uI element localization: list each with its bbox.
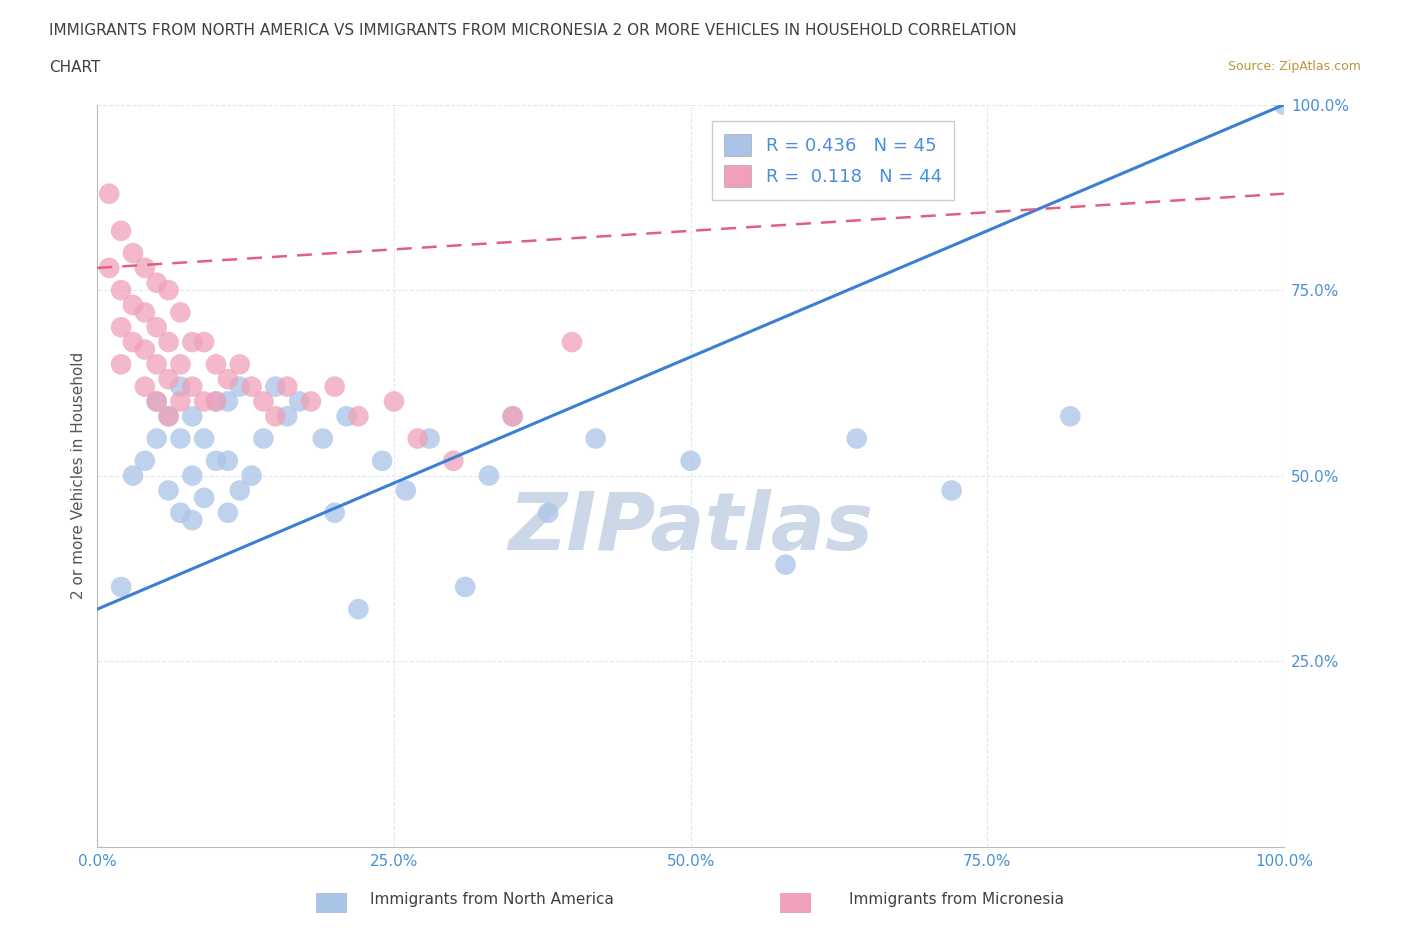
Point bbox=[122, 335, 145, 350]
Point bbox=[157, 483, 180, 498]
Point bbox=[181, 335, 204, 350]
Point bbox=[454, 579, 477, 594]
Point bbox=[145, 320, 167, 335]
Point bbox=[264, 409, 287, 424]
Point bbox=[395, 483, 418, 498]
Point bbox=[229, 357, 252, 372]
Point bbox=[252, 394, 274, 409]
Point bbox=[323, 505, 346, 520]
Point bbox=[145, 394, 167, 409]
Point bbox=[371, 453, 394, 468]
Point bbox=[312, 432, 335, 446]
Point bbox=[347, 409, 370, 424]
Point bbox=[276, 409, 298, 424]
Point bbox=[122, 298, 145, 312]
Point bbox=[382, 394, 405, 409]
Point bbox=[264, 379, 287, 394]
Point bbox=[205, 394, 228, 409]
Point bbox=[585, 432, 607, 446]
Point bbox=[157, 409, 180, 424]
Point bbox=[205, 453, 228, 468]
Text: CHART: CHART bbox=[49, 60, 101, 75]
Text: Immigrants from Micronesia: Immigrants from Micronesia bbox=[849, 892, 1063, 907]
Point bbox=[134, 260, 156, 275]
Point bbox=[157, 409, 180, 424]
Point bbox=[229, 483, 252, 498]
Point bbox=[169, 432, 191, 446]
Point bbox=[169, 379, 191, 394]
Point bbox=[181, 379, 204, 394]
Point bbox=[240, 468, 263, 483]
Point bbox=[110, 223, 132, 238]
Point bbox=[169, 505, 191, 520]
Point bbox=[169, 357, 191, 372]
Point bbox=[145, 432, 167, 446]
Point bbox=[205, 394, 228, 409]
Point bbox=[205, 357, 228, 372]
Point bbox=[335, 409, 357, 424]
Text: Source: ZipAtlas.com: Source: ZipAtlas.com bbox=[1227, 60, 1361, 73]
Point bbox=[419, 432, 441, 446]
Point bbox=[122, 246, 145, 260]
Point bbox=[1272, 98, 1295, 113]
Y-axis label: 2 or more Vehicles in Household: 2 or more Vehicles in Household bbox=[72, 352, 86, 599]
Point bbox=[193, 432, 215, 446]
Point bbox=[941, 483, 963, 498]
Point bbox=[217, 505, 239, 520]
Point bbox=[288, 394, 311, 409]
Point bbox=[193, 394, 215, 409]
Point bbox=[134, 379, 156, 394]
Point bbox=[323, 379, 346, 394]
Point bbox=[775, 557, 797, 572]
Point bbox=[145, 275, 167, 290]
Point bbox=[193, 335, 215, 350]
Point bbox=[441, 453, 464, 468]
Text: Immigrants from North America: Immigrants from North America bbox=[370, 892, 614, 907]
Point bbox=[110, 320, 132, 335]
Point bbox=[134, 453, 156, 468]
Point bbox=[181, 468, 204, 483]
Point bbox=[110, 357, 132, 372]
Point bbox=[134, 305, 156, 320]
Point bbox=[240, 379, 263, 394]
Point bbox=[169, 394, 191, 409]
Point bbox=[406, 432, 429, 446]
Point bbox=[299, 394, 322, 409]
Point bbox=[502, 409, 524, 424]
Point bbox=[193, 490, 215, 505]
Point bbox=[181, 409, 204, 424]
Point bbox=[217, 372, 239, 387]
Point bbox=[145, 357, 167, 372]
Point bbox=[98, 260, 121, 275]
Point bbox=[561, 335, 583, 350]
Point bbox=[229, 379, 252, 394]
Point bbox=[98, 186, 121, 201]
Point bbox=[110, 579, 132, 594]
Point bbox=[845, 432, 868, 446]
Point bbox=[169, 305, 191, 320]
Point bbox=[134, 342, 156, 357]
Point bbox=[537, 505, 560, 520]
Legend: R = 0.436   N = 45, R =  0.118   N = 44: R = 0.436 N = 45, R = 0.118 N = 44 bbox=[711, 121, 955, 200]
Point bbox=[347, 602, 370, 617]
Point bbox=[502, 409, 524, 424]
Point bbox=[276, 379, 298, 394]
Point bbox=[145, 394, 167, 409]
Point bbox=[110, 283, 132, 298]
Text: IMMIGRANTS FROM NORTH AMERICA VS IMMIGRANTS FROM MICRONESIA 2 OR MORE VEHICLES I: IMMIGRANTS FROM NORTH AMERICA VS IMMIGRA… bbox=[49, 23, 1017, 38]
Text: ZIPatlas: ZIPatlas bbox=[508, 488, 873, 566]
Point bbox=[122, 468, 145, 483]
Point bbox=[252, 432, 274, 446]
Point bbox=[217, 394, 239, 409]
Point bbox=[217, 453, 239, 468]
Point bbox=[1059, 409, 1081, 424]
Point bbox=[478, 468, 501, 483]
Point bbox=[157, 283, 180, 298]
Point bbox=[157, 372, 180, 387]
Point bbox=[157, 335, 180, 350]
Point bbox=[679, 453, 702, 468]
Point bbox=[181, 512, 204, 527]
